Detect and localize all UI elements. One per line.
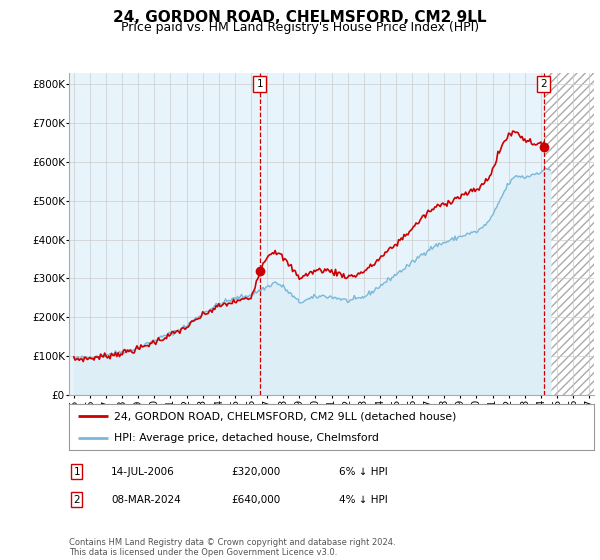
Text: 2: 2 — [73, 494, 80, 505]
Bar — [544, 73, 594, 395]
Text: 24, GORDON ROAD, CHELMSFORD, CM2 9LL: 24, GORDON ROAD, CHELMSFORD, CM2 9LL — [113, 10, 487, 25]
Text: 14-JUL-2006: 14-JUL-2006 — [111, 466, 175, 477]
Text: 2: 2 — [540, 79, 547, 89]
Text: 4% ↓ HPI: 4% ↓ HPI — [339, 494, 388, 505]
Text: 1: 1 — [73, 466, 80, 477]
Text: 6% ↓ HPI: 6% ↓ HPI — [339, 466, 388, 477]
Text: Contains HM Land Registry data © Crown copyright and database right 2024.
This d: Contains HM Land Registry data © Crown c… — [69, 538, 395, 557]
Text: 08-MAR-2024: 08-MAR-2024 — [111, 494, 181, 505]
Text: HPI: Average price, detached house, Chelmsford: HPI: Average price, detached house, Chel… — [113, 433, 379, 443]
Text: 1: 1 — [256, 79, 263, 89]
Text: 24, GORDON ROAD, CHELMSFORD, CM2 9LL (detached house): 24, GORDON ROAD, CHELMSFORD, CM2 9LL (de… — [113, 411, 456, 421]
Text: £320,000: £320,000 — [231, 466, 280, 477]
Text: Price paid vs. HM Land Registry's House Price Index (HPI): Price paid vs. HM Land Registry's House … — [121, 21, 479, 34]
Text: £640,000: £640,000 — [231, 494, 280, 505]
